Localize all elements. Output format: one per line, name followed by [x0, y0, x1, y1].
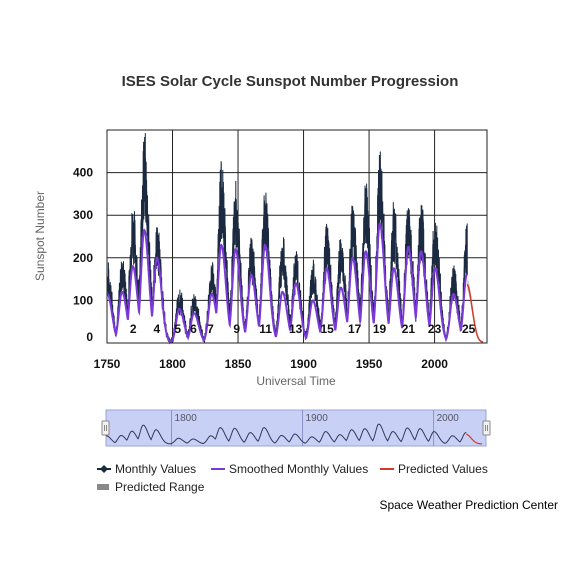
predicted-range-area-shape [467, 279, 484, 343]
legend-item-smoothed: Smoothed Monthly Values [211, 462, 368, 476]
predicted-values-line [466, 283, 484, 343]
cycle-number-label: 7 [207, 322, 214, 336]
cycle-number-label: 21 [402, 322, 416, 336]
y-axis-ticks: 0 100 200 300 400 [73, 166, 93, 344]
legend-item-monthly: Monthly Values [97, 462, 196, 476]
cycle-number-label: 6 [190, 322, 197, 336]
x-tick-label: 1850 [225, 357, 252, 371]
y-tick-label: 300 [73, 208, 93, 222]
x-axis-label: Universal Time [256, 374, 336, 388]
cycle-labels: 2 4 5 6 7 9 11 13 15 17 19 21 23 25 [130, 322, 476, 336]
x-tick-label: 1900 [290, 357, 317, 371]
navigator-tick-label: 1800 [175, 413, 198, 424]
navigator-grid: 1800 1900 2000 [171, 410, 460, 446]
cycle-number-label: 15 [320, 322, 334, 336]
predicted-range-area [467, 279, 484, 343]
navigator-smoothed-line [105, 423, 467, 445]
credit-text: Space Weather Prediction Center [379, 498, 558, 512]
chart-legend: Monthly Values Smoothed Monthly Values Pre… [97, 462, 488, 494]
plot-frame [106, 129, 488, 344]
y-tick-label: 100 [73, 293, 93, 307]
legend-swatch-range [97, 484, 109, 490]
cycle-number-label: 9 [233, 322, 240, 336]
smoothed-values-line [106, 222, 469, 344]
cycle-number-label: 11 [259, 322, 272, 336]
navigator-tick-label: 2000 [437, 413, 460, 424]
cycle-number-label: 13 [289, 322, 303, 336]
cycle-number-label: 2 [130, 322, 137, 336]
legend-item-range: Predicted Range [97, 480, 205, 494]
x-tick-label: 1950 [356, 357, 383, 371]
navigator-left-handle[interactable] [101, 420, 110, 436]
cycle-number-label: 5 [174, 322, 181, 336]
navigator-right-handle[interactable] [482, 420, 491, 436]
x-tick-label: 1750 [94, 357, 121, 371]
navigator-series [105, 423, 483, 445]
legend-label: Smoothed Monthly Values [229, 462, 368, 476]
legend-label: Predicted Values [398, 462, 488, 476]
predicted-series-group [466, 283, 484, 343]
y-tick-label: 200 [73, 251, 93, 265]
range-navigator[interactable]: 1800 1900 2000 [101, 409, 491, 447]
cycle-number-label: 17 [348, 322, 362, 336]
legend-label: Monthly Values [115, 462, 196, 476]
navigator-background[interactable] [105, 409, 487, 447]
legend-marker-diamond [100, 465, 108, 473]
cycle-number-label: 23 [428, 322, 442, 336]
cycle-number-label: 4 [153, 322, 160, 336]
y-tick-label: 400 [73, 166, 93, 180]
legend-label: Predicted Range [115, 480, 205, 494]
cycle-number-label: 25 [462, 322, 476, 336]
legend-item-predicted: Predicted Values [380, 462, 488, 476]
x-axis-ticks: 1750 1800 1850 1900 1950 2000 [94, 357, 449, 371]
x-tick-label: 2000 [421, 357, 448, 371]
smoothed-series-group [106, 222, 469, 344]
navigator-tick-label: 1900 [306, 413, 329, 424]
chart-title: ISES Solar Cycle Sunspot Number Progress… [122, 73, 459, 90]
navigator-predicted-line [466, 433, 483, 445]
cycle-number-label: 19 [373, 322, 387, 336]
x-tick-label: 1800 [159, 357, 186, 371]
y-tick-label: 0 [86, 330, 93, 344]
y-axis-label: Sunspot Number [33, 191, 47, 281]
